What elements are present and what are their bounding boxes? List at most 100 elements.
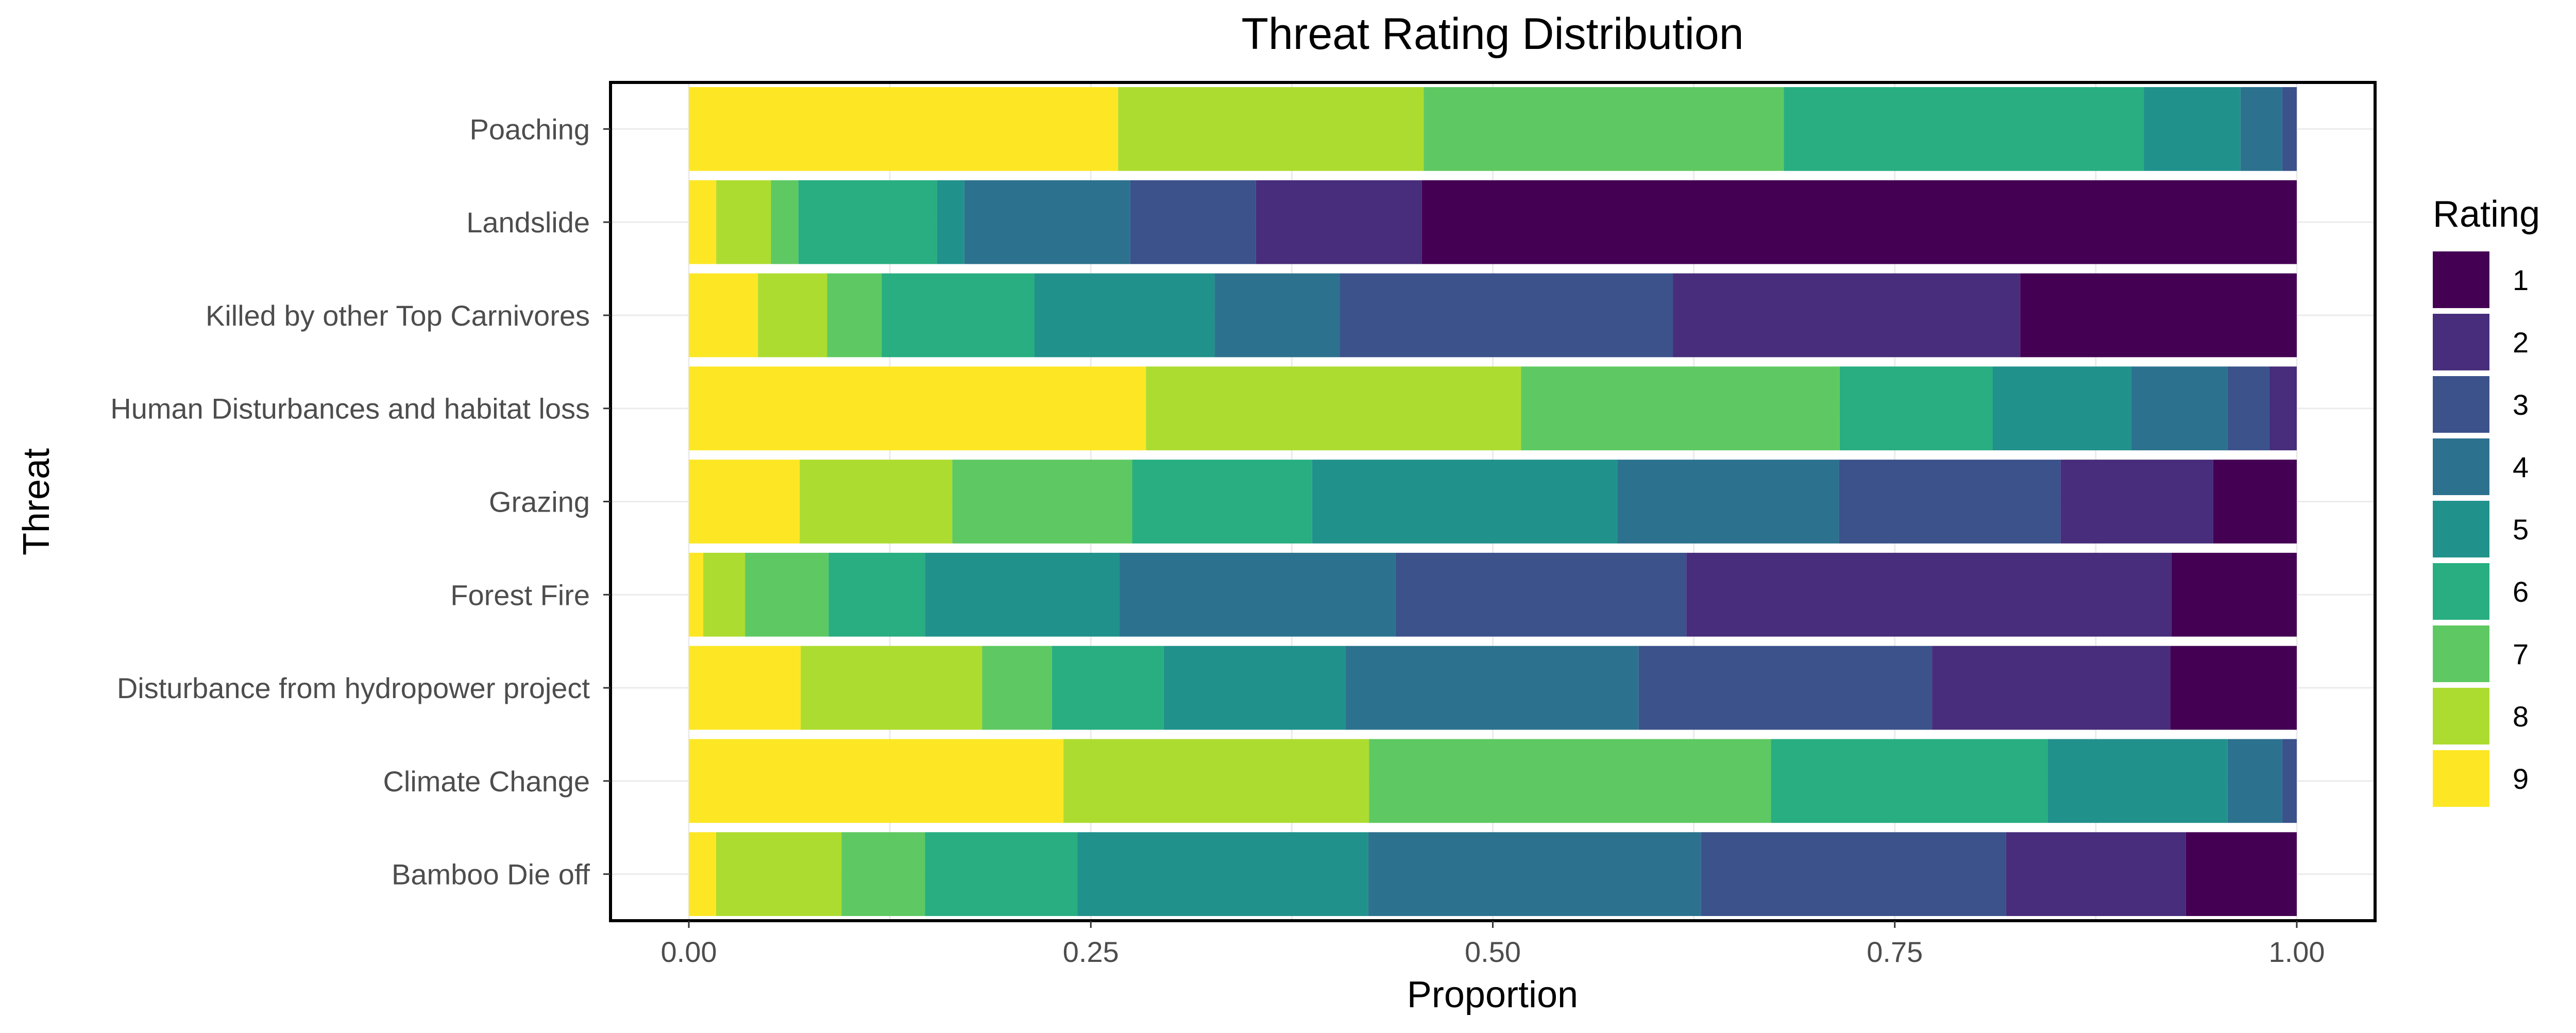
bar-segment-rating-7 [771, 180, 799, 264]
bar-segment-rating-3 [2282, 87, 2297, 171]
y-tick-label: Poaching [469, 113, 590, 145]
bar-segment-rating-9 [689, 87, 1118, 171]
bar-segment-rating-3 [1340, 273, 1673, 358]
bar-segment-rating-5 [925, 552, 1120, 637]
bar-segment-rating-7 [952, 460, 1132, 544]
bar-segment-rating-3 [1395, 552, 1687, 637]
bar-segment-rating-7 [1369, 739, 1771, 823]
legend-items: 1 2 3 4 5 6 7 8 9 [2433, 251, 2529, 807]
bar-segment-rating-6 [1784, 87, 2144, 171]
bar-segment-rating-9 [689, 739, 1064, 823]
bar-segment-rating-3 [1839, 460, 2061, 544]
legend-key-4 [2433, 438, 2489, 495]
y-tick-label: Disturbance from hydropower project [117, 672, 590, 704]
x-tick-label: 0.25 [1063, 936, 1119, 968]
bar-segment-rating-2 [2006, 832, 2186, 916]
bar-segment-rating-7 [827, 273, 882, 358]
bar-segment-rating-8 [801, 646, 982, 730]
bar-segment-rating-4 [1345, 646, 1639, 730]
bar-segment-rating-2 [1932, 646, 2171, 730]
bar-segment-rating-8 [716, 832, 842, 916]
bar-segment-rating-4 [964, 180, 1130, 264]
legend: Rating 1 2 3 4 5 6 7 8 9 [2433, 194, 2540, 807]
bar-segment-rating-7 [745, 552, 829, 637]
bar-segment-rating-9 [689, 832, 717, 916]
legend-label-5: 5 [2513, 513, 2529, 546]
bar-segment-rating-9 [689, 646, 801, 730]
bar-segment-rating-7 [982, 646, 1052, 730]
y-tick-label: Landslide [466, 206, 590, 239]
bar-segment-rating-7 [841, 832, 925, 916]
bar-segment-rating-9 [689, 366, 1146, 451]
legend-label-7: 7 [2513, 638, 2529, 670]
legend-key-8 [2433, 688, 2489, 744]
bars [689, 87, 2297, 916]
y-tick-label: Climate Change [383, 765, 590, 798]
legend-key-2 [2433, 314, 2489, 370]
bar-segment-rating-7 [1521, 366, 1840, 451]
bar-segment-rating-3 [1701, 832, 2006, 916]
x-tick-label: 0.75 [1867, 936, 1923, 968]
y-tick-label: Forest Fire [450, 579, 590, 611]
x-tick-label: 0.00 [661, 936, 717, 968]
x-axis-ticks: 0.00 0.25 0.50 0.75 1.00 [661, 921, 2325, 968]
legend-key-3 [2433, 376, 2489, 433]
bar-segment-rating-8 [800, 460, 953, 544]
bar-segment-rating-3 [1130, 180, 1256, 264]
legend-label-6: 6 [2513, 575, 2529, 608]
y-tick-label: Grazing [489, 486, 590, 518]
bar-segment-rating-6 [1839, 366, 1993, 451]
bar-segment-rating-6 [798, 180, 937, 264]
legend-label-9: 9 [2513, 763, 2529, 795]
bar-segment-rating-5 [1163, 646, 1346, 730]
x-tick-label: 0.50 [1465, 936, 1521, 968]
bar-segment-rating-5 [1035, 273, 1215, 358]
bar-segment-rating-7 [1423, 87, 1784, 171]
y-axis-title: Threat [16, 448, 57, 555]
bar-segment-rating-4 [2131, 366, 2228, 451]
y-tick-label: Killed by other Top Carnivores [206, 299, 590, 332]
y-tick-label: Bamboo Die off [392, 858, 590, 891]
bar-segment-rating-4 [1119, 552, 1396, 637]
legend-key-7 [2433, 625, 2489, 682]
y-axis-ticks: Bamboo Die off Climate Change Disturbance … [110, 113, 611, 891]
x-axis-title: Proportion [1407, 974, 1578, 1015]
bar-segment-rating-6 [1052, 646, 1164, 730]
bar-segment-rating-5 [937, 180, 964, 264]
bar-segment-rating-4 [2227, 739, 2282, 823]
legend-key-9 [2433, 750, 2489, 807]
legend-key-5 [2433, 501, 2489, 557]
bar-segment-rating-9 [689, 460, 800, 544]
bar-segment-rating-3 [2282, 739, 2297, 823]
bar-segment-rating-1 [2170, 646, 2297, 730]
legend-key-1 [2433, 251, 2489, 308]
legend-label-1: 1 [2513, 264, 2529, 296]
legend-label-4: 4 [2513, 451, 2529, 483]
bar-segment-rating-5 [2047, 739, 2228, 823]
legend-key-6 [2433, 563, 2489, 620]
bar-segment-rating-8 [1063, 739, 1369, 823]
bar-segment-rating-8 [758, 273, 827, 358]
bar-segment-rating-2 [1686, 552, 2172, 637]
bar-segment-rating-6 [882, 273, 1035, 358]
bar-segment-rating-8 [1146, 366, 1521, 451]
bar-segment-rating-1 [1421, 180, 2297, 264]
legend-title: Rating [2433, 194, 2540, 235]
bar-segment-rating-4 [1368, 832, 1701, 916]
bar-segment-rating-5 [1992, 366, 2131, 451]
chart-title: Threat Rating Distribution [1241, 9, 1743, 59]
bar-segment-rating-6 [1132, 460, 1312, 544]
bar-segment-rating-5 [1312, 460, 1618, 544]
legend-label-2: 2 [2513, 326, 2529, 359]
bar-segment-rating-3 [2227, 366, 2269, 451]
bar-segment-rating-6 [1771, 739, 2048, 823]
bar-segment-rating-4 [2240, 87, 2282, 171]
y-tick-label: Human Disturbances and habitat loss [110, 393, 590, 425]
legend-label-3: 3 [2513, 388, 2529, 421]
bar-segment-rating-8 [703, 552, 745, 637]
bar-segment-rating-1 [2020, 273, 2297, 358]
bar-segment-rating-1 [2171, 552, 2297, 637]
bar-segment-rating-3 [1638, 646, 1933, 730]
